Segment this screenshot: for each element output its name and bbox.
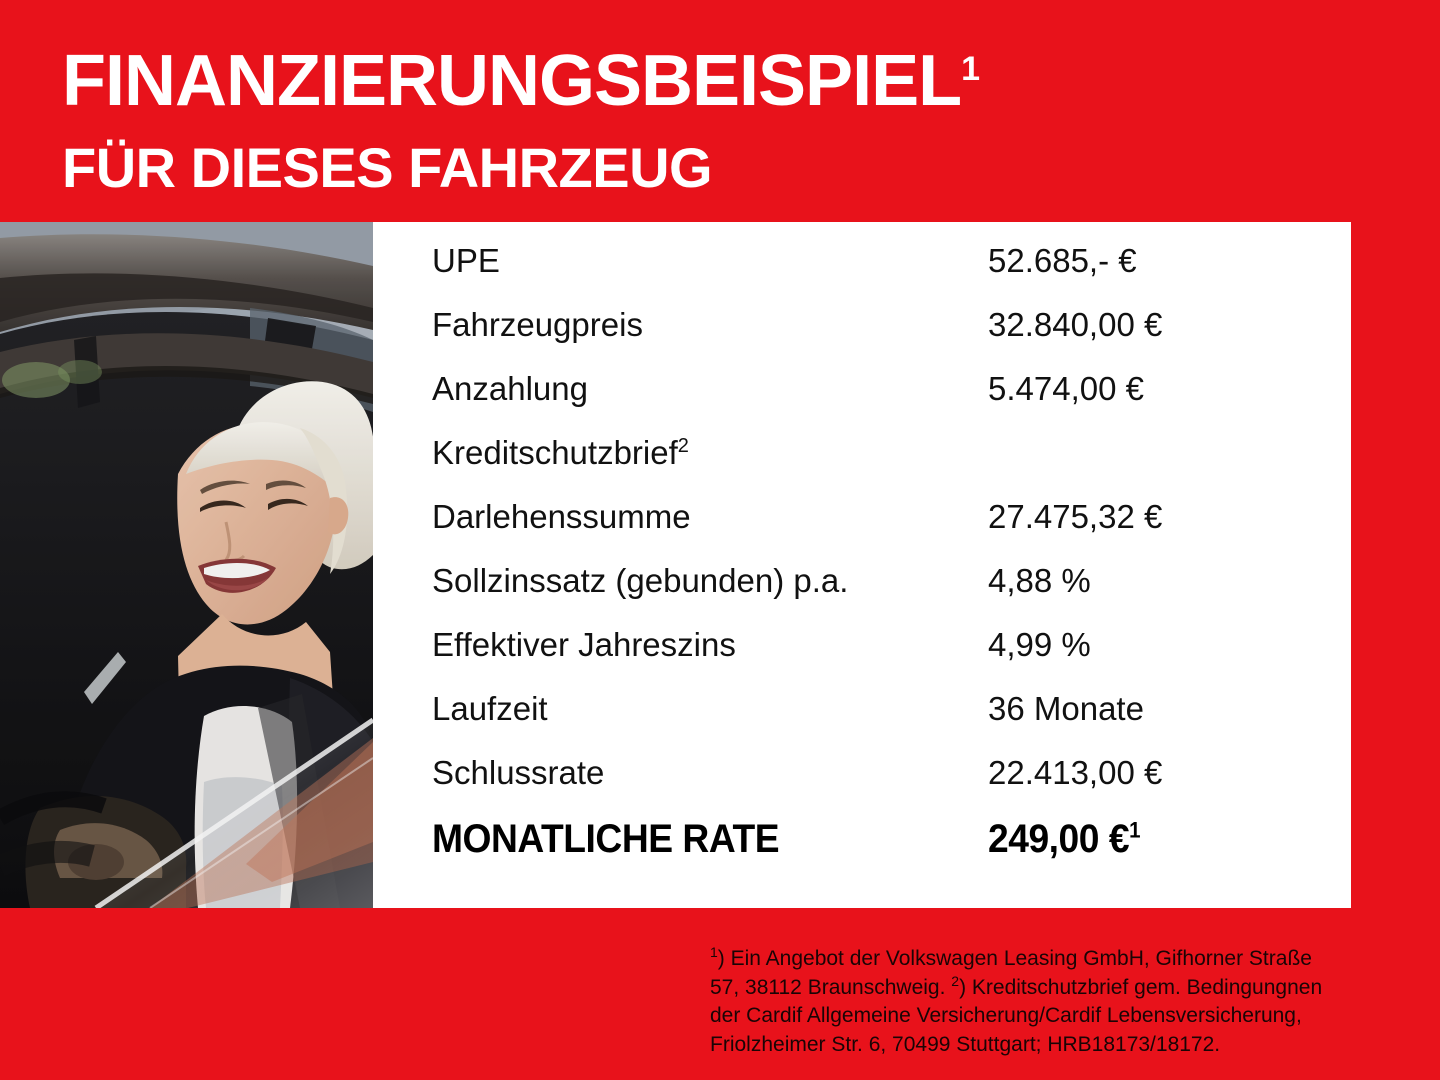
footnote-marker-1: 1 [710,944,718,960]
row-label: Sollzinssatz (gebunden) p.a. [432,558,848,604]
row-value: 36 Monate [988,690,1144,727]
table-row: Anzahlung 5.474,00 € [432,366,1292,430]
row-value: 5.474,00 € [988,370,1144,407]
table-row: Fahrzeugpreis 32.840,00 € [432,302,1292,366]
row-label: Darlehenssumme [432,494,691,540]
table-row: Kreditschutzbrief2 [432,430,1292,494]
footnote-text-2: ) Kreditschutzbrief gem. Bedingungnen de… [710,975,1323,1056]
page-title: FINANZIERUNGSBEISPIEL1 [62,41,980,121]
finance-table: UPE 52.685,- € Fahrzeugpreis 32.840,00 €… [432,238,1292,880]
monthly-rate-value: 249,00 €1 [988,814,1140,864]
row-label: Schlussrate [432,750,604,796]
row-label-text: Fahrzeugpreis [432,306,643,343]
row-label-text: Laufzeit [432,690,548,727]
row-label-text: Kreditschutzbrief [432,434,678,471]
row-label: Kreditschutzbrief2 [432,430,689,476]
footnote-marker-2: 2 [951,972,960,989]
legal-footnote: 1) Ein Angebot der Volkswagen Leasing Gm… [710,945,1330,1059]
vehicle-photo [0,222,373,908]
row-label: UPE [432,238,500,284]
row-label-text: Anzahlung [432,370,588,407]
car-interior-photo-illustration [0,222,373,908]
row-label: Fahrzeugpreis [432,302,643,348]
row-label-text: UPE [432,242,500,279]
table-row: Effektiver Jahreszins 4,99 % [432,622,1292,686]
row-value: 32.840,00 € [988,306,1163,343]
table-row: UPE 52.685,- € [432,238,1292,302]
table-row: Darlehenssumme 27.475,32 € [432,494,1292,558]
monthly-rate-row: MONATLICHE RATE 249,00 €1 [432,814,1292,880]
monthly-rate-footnote-marker: 1 [1129,817,1141,843]
row-value: 52.685,- € [988,242,1137,279]
row-label: Anzahlung [432,366,588,412]
page-subtitle: FÜR DIESES FAHRZEUG [62,136,713,199]
poster-header: FINANZIERUNGSBEISPIEL1 FÜR DIESES FAHRZE… [0,0,1440,222]
page-title-footnote-marker: 1 [961,50,980,88]
poster-footer: 1) Ein Angebot der Volkswagen Leasing Gm… [0,908,1440,1080]
page-title-text: FINANZIERUNGSBEISPIEL [62,41,962,121]
table-row: Laufzeit 36 Monate [432,686,1292,750]
row-label-text: Darlehenssumme [432,498,691,535]
table-row: Schlussrate 22.413,00 € [432,750,1292,814]
row-label-footnote-marker: 2 [677,435,689,457]
row-value: 27.475,32 € [988,498,1163,535]
row-label-text: Sollzinssatz (gebunden) p.a. [432,562,849,599]
monthly-rate-amount: 249,00 € [988,817,1130,861]
table-row: Sollzinssatz (gebunden) p.a. 4,88 % [432,558,1292,622]
row-value: 22.413,00 € [988,754,1163,791]
monthly-rate-label: MONATLICHE RATE [432,817,780,861]
row-label-text: Schlussrate [432,754,605,791]
row-value: 4,88 % [988,562,1091,599]
footnote-text-1: ) Ein Angebot der Volkswagen Leasing Gmb… [710,947,1312,999]
row-label-text: Effektiver Jahreszins [432,626,736,663]
row-value: 4,99 % [988,626,1091,663]
finance-details-panel: UPE 52.685,- € Fahrzeugpreis 32.840,00 €… [373,222,1351,908]
row-label: Laufzeit [432,686,548,732]
row-label: Effektiver Jahreszins [432,622,736,668]
